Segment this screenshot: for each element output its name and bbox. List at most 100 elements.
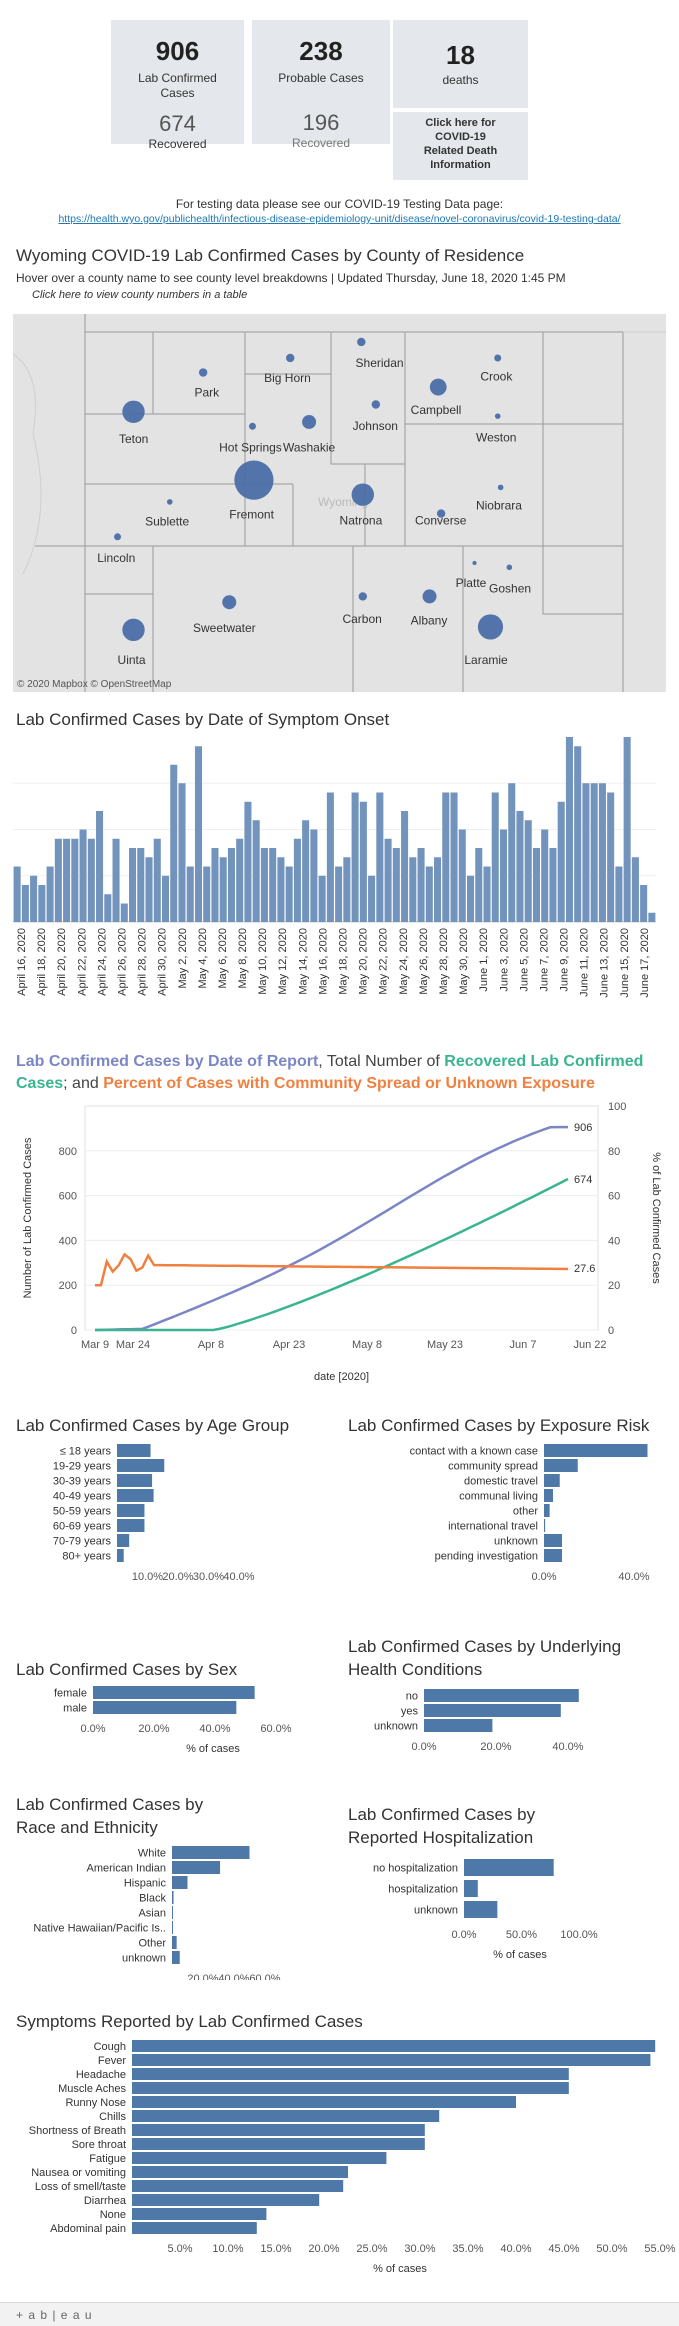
county-marker [506, 564, 513, 571]
symptoms-xlabel: % of cases [373, 2263, 427, 2275]
recovered-value: 674 [159, 111, 196, 136]
age-label: ≤ 18 years [60, 1446, 112, 1458]
county-carbon[interactable]: Carbon [342, 592, 382, 626]
county-sheridan[interactable]: Sheridan [356, 337, 404, 370]
exposure-bar [544, 1459, 578, 1472]
county-weston[interactable]: Weston [476, 413, 516, 444]
county-marker [234, 460, 274, 500]
county-converse[interactable]: Converse [415, 509, 467, 527]
hospital-label: no hospitalization [373, 1863, 458, 1875]
report-title-part: Percent of Cases with Community Spread o… [103, 1075, 595, 1092]
race-tick: 60.0% [249, 1973, 280, 1980]
county-marker [122, 618, 145, 642]
onset-bar [376, 792, 384, 922]
report-ytick-right: 80 [608, 1146, 620, 1158]
county-washakie[interactable]: Washakie [283, 414, 336, 455]
county-johnson[interactable]: Johnson [353, 400, 398, 433]
exposure-label: domestic travel [464, 1476, 538, 1488]
symptoms-label: Runny Nose [65, 2097, 126, 2109]
onset-bar [541, 829, 549, 922]
onset-bar [63, 838, 71, 922]
symptoms-label: Nausea or vomiting [31, 2167, 126, 2179]
exposure-bar [544, 1504, 550, 1517]
county-label: Sublette [145, 515, 189, 529]
underlying-bar [424, 1704, 561, 1717]
onset-bar [293, 838, 301, 922]
onset-bar [203, 866, 211, 922]
underlying-tick: 0.0% [411, 1741, 436, 1753]
onset-date-label: April 18, 2020 [36, 928, 48, 996]
age-label: 70-79 years [53, 1536, 112, 1548]
report-title-part: Recovered Lab Confirmed Cases [16, 1053, 644, 1092]
death-info-button[interactable]: Click here for COVID-19 Related Death In… [393, 112, 528, 180]
county-map[interactable]: Wyoming © 2020 Mapbox © OpenStreetMap Sh… [13, 314, 666, 692]
onset-date-label: May 4, 2020 [197, 928, 209, 989]
county-marker [494, 354, 502, 362]
onset-bar [343, 857, 351, 922]
tableau-logo[interactable]: + a b | e a u [16, 2308, 93, 2322]
county-label: Campbell [411, 403, 462, 417]
sex-tick: 20.0% [138, 1723, 169, 1735]
age-tick: 30.0% [193, 1571, 224, 1583]
probable-card: 238 Probable Cases 196 Recovered [252, 20, 390, 150]
county-big-horn[interactable]: Big Horn [264, 353, 311, 385]
underlying-chart: no yes unknown 0.0% 20.0% 40.0% [374, 1689, 584, 1753]
county-goshen[interactable]: Goshen [489, 564, 531, 596]
county-teton[interactable]: Teton [119, 400, 148, 446]
county-laramie[interactable]: Laramie [464, 614, 508, 667]
symptoms-label: Shortness of Breath [29, 2125, 126, 2137]
exposure-label: other [513, 1506, 538, 1518]
county-label: Sheridan [356, 356, 404, 370]
onset-bar [96, 811, 104, 922]
county-crook[interactable]: Crook [480, 354, 513, 383]
onset-date-label: April 16, 2020 [16, 928, 28, 996]
county-sublette[interactable]: Sublette [145, 499, 189, 529]
underlying-label: yes [401, 1706, 419, 1718]
hospital-label: unknown [414, 1905, 458, 1917]
county-markers: Sheridan Park Big Horn Crook Teton Campbell Jo… [97, 337, 531, 667]
symptoms-tick: 25.0% [356, 2243, 387, 2255]
county-niobrara[interactable]: Niobrara [476, 484, 522, 513]
report-ytick-right: 60 [608, 1191, 620, 1203]
table-view-link[interactable]: Click here to view county numbers in a t… [32, 289, 248, 301]
county-lincoln[interactable]: Lincoln [97, 533, 135, 565]
exposure-bar [544, 1474, 560, 1487]
county-uinta[interactable]: Uinta [118, 618, 146, 667]
onset-bar [434, 857, 442, 922]
exposure-bar [544, 1489, 553, 1502]
onset-bar [442, 792, 450, 922]
county-marker [497, 484, 504, 491]
onset-bar [458, 829, 466, 922]
county-marker [351, 483, 374, 506]
onset-bar [30, 875, 38, 922]
underlying-label: no [406, 1691, 418, 1703]
symptoms-label: Fever [98, 2055, 126, 2067]
report-title-part: ; and [63, 1075, 104, 1092]
onset-date-label: May 28, 2020 [438, 928, 450, 995]
sex-bar [93, 1686, 255, 1699]
age-bar [117, 1489, 154, 1502]
county-hot-springs[interactable]: Hot Springs [219, 422, 282, 455]
county-park[interactable]: Park [194, 368, 220, 399]
report-ytick-right: 100 [608, 1101, 626, 1113]
county-albany[interactable]: Albany [411, 589, 448, 628]
county-platte[interactable]: Platte [456, 560, 487, 590]
symptoms-tick: 45.0% [548, 2243, 579, 2255]
onset-bar [153, 838, 161, 922]
onset-date-label: May 12, 2020 [277, 928, 289, 995]
race-bar [172, 1936, 177, 1949]
race-bar [172, 1846, 250, 1859]
onset-date-label: June 9, 2020 [559, 928, 571, 992]
onset-bar [549, 848, 557, 922]
testing-text: For testing data please see our COVID-19… [175, 197, 504, 211]
county-campbell[interactable]: Campbell [411, 378, 462, 417]
testing-link[interactable]: https://health.wyo.gov/publichealth/infe… [58, 213, 621, 225]
onset-date-label: May 18, 2020 [338, 928, 350, 995]
county-sweetwater[interactable]: Sweetwater [193, 595, 256, 635]
county-fremont[interactable]: Fremont [229, 460, 275, 522]
race-bar [172, 1876, 188, 1889]
exposure-bar [544, 1549, 562, 1562]
onset-bar [244, 801, 252, 922]
onset-bar [120, 903, 128, 922]
county-natrona[interactable]: Natrona [340, 483, 383, 527]
